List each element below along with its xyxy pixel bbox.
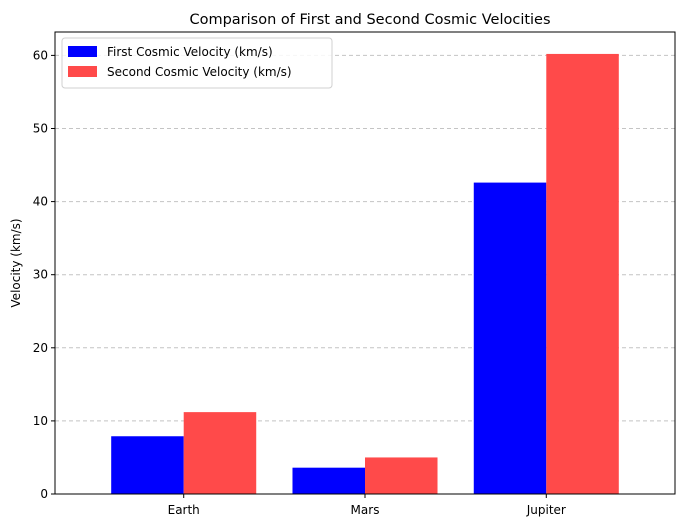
bar-mars-series-2 bbox=[365, 457, 438, 494]
legend-swatch bbox=[68, 46, 97, 57]
x-tick-label: Mars bbox=[351, 503, 380, 517]
bar-earth-series-1 bbox=[111, 436, 184, 494]
legend-label: Second Cosmic Velocity (km/s) bbox=[107, 65, 292, 79]
bar-earth-series-2 bbox=[183, 412, 257, 494]
x-axis: Earth Mars Jupiter bbox=[168, 494, 566, 517]
y-tick-label: 10 bbox=[33, 414, 48, 428]
y-tick-label: 20 bbox=[33, 341, 48, 355]
chart-title: Comparison of First and Second Cosmic Ve… bbox=[189, 12, 550, 28]
bar-jupiter-series-2 bbox=[546, 53, 619, 494]
bar-mars-series-1 bbox=[292, 467, 365, 494]
legend-box bbox=[61, 37, 333, 89]
y-tick-label: 40 bbox=[33, 195, 48, 209]
grid-lines bbox=[55, 54, 675, 422]
bar-jupiter-series-1 bbox=[473, 182, 547, 494]
y-axis-label: Velocity (km/s) bbox=[9, 218, 23, 307]
y-tick-label: 0 bbox=[40, 487, 48, 501]
y-tick-label: 50 bbox=[33, 121, 48, 135]
y-axis: 0 10 20 30 40 50 60 bbox=[33, 48, 55, 501]
y-tick-label: 60 bbox=[33, 48, 48, 62]
x-tick-label: Earth bbox=[168, 503, 200, 517]
x-tick-label: Jupiter bbox=[526, 503, 566, 517]
y-tick-label: 30 bbox=[33, 268, 48, 282]
legend: First Cosmic Velocity (km/s) Second Cosmi… bbox=[61, 37, 333, 89]
legend-swatch bbox=[68, 66, 97, 77]
bars bbox=[111, 53, 619, 494]
legend-label: First Cosmic Velocity (km/s) bbox=[107, 45, 273, 59]
